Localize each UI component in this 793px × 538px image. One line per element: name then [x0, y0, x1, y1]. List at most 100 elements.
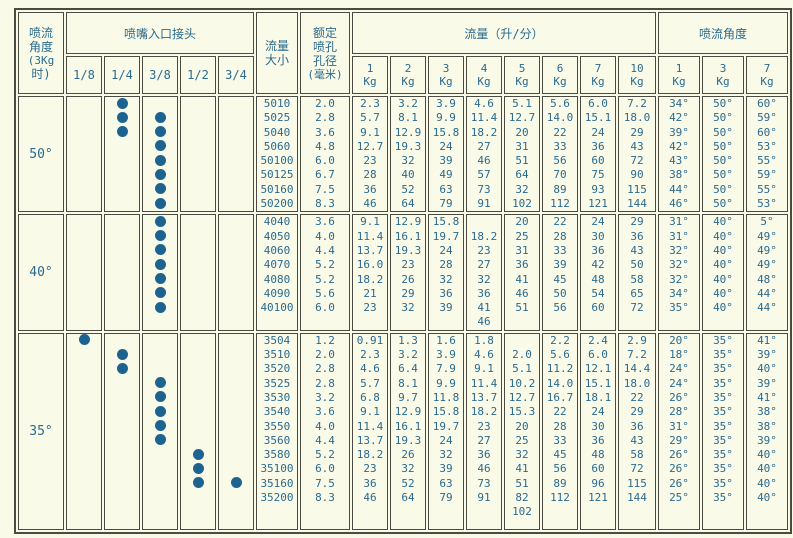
flow-column-10kg: 29 36 43 50 58 65 72: [618, 214, 656, 331]
dot-line: [219, 140, 253, 154]
inlet-dots-1/2: [180, 332, 216, 530]
inlet-dots-3/4: [218, 214, 254, 331]
orifice-value: 5.2: [315, 258, 335, 272]
orifice-column: 3.6 4.0 4.4 5.2 5.2 5.6 6.0: [300, 214, 350, 331]
spray-angle-value: 38°: [757, 405, 777, 419]
dot-line: [67, 244, 101, 258]
spray-angle-value: 35°: [713, 433, 733, 447]
flow-column-2kg: 3.2 8.1 12.9 19.3 32 40 52 64: [390, 96, 426, 213]
dot-line: [219, 405, 253, 419]
header-flow-size: 流量 大小: [256, 12, 298, 94]
spray-angle-value: 39°: [669, 125, 689, 139]
flow-value: 19.3: [394, 433, 422, 447]
spray-angle-value: 35°: [713, 362, 733, 376]
flow-value: 45: [553, 448, 567, 462]
flow-value: 9.1: [360, 215, 380, 229]
flow-value: 12.7: [508, 111, 536, 125]
group-angle-label: 40°: [18, 214, 64, 331]
flow-value: 12.9: [394, 125, 422, 139]
flow-value: 3.9: [436, 97, 456, 110]
orifice-value: 2.0: [315, 97, 335, 110]
header-text-line: 2: [404, 62, 412, 75]
flow-value: 25: [515, 229, 529, 243]
flow-value: 18.0: [623, 111, 651, 125]
dot-line: [67, 448, 101, 462]
flow-value: 12.7: [356, 139, 384, 153]
dot-line: [143, 477, 177, 491]
spray-angle-value: 44°: [757, 301, 777, 315]
spray-angle-value: 53°: [757, 197, 777, 211]
flow-value: 18.2: [470, 405, 498, 419]
angle-column-1kg: 34° 42° 39° 42° 43° 38° 44° 46°: [658, 96, 700, 213]
spray-angle-value: 42°: [669, 111, 689, 125]
dot-line: [219, 287, 253, 301]
dot-line: [219, 420, 253, 434]
spray-angle-value: 44°: [757, 286, 777, 300]
flow-value: 32: [515, 448, 529, 462]
flow-value: 75: [591, 168, 605, 182]
dot-line: [219, 391, 253, 405]
connector-dot-icon: [154, 405, 166, 417]
orifice-value: 4.8: [315, 139, 335, 153]
flow-value: 18.2: [356, 448, 384, 462]
flow-value: 49: [439, 168, 453, 182]
flow-value: 41: [515, 462, 529, 476]
model-value: 3504: [263, 333, 291, 347]
dot-line: [105, 215, 139, 229]
orifice-value: 4.0: [315, 229, 335, 243]
dot-line: [67, 111, 101, 125]
connector-dot-icon: [154, 287, 166, 299]
flow-column-5kg: 20 25 31 36 41 46 51: [504, 214, 540, 331]
flow-value: 51: [515, 301, 529, 315]
flow-value: 15.8: [432, 215, 460, 229]
spray-angle-value: 38°: [669, 168, 689, 182]
header-text-line: Kg: [363, 75, 377, 88]
group-row-40°: 40° 4040 4050 4060 4070 4080 4090 40100 3.6 4.0 4…: [18, 214, 788, 331]
spray-angle-value: 40°: [713, 243, 733, 257]
header-text-line: 7: [763, 62, 771, 75]
dot-line: [67, 391, 101, 405]
orifice-value: 2.8: [315, 111, 335, 125]
model-value: 50160: [260, 182, 294, 196]
connector-dot-icon: [154, 215, 166, 227]
inlet-dots-1/2: [180, 214, 216, 331]
dot-line: [143, 287, 177, 301]
spray-angle-value: 5°: [760, 215, 774, 229]
flow-value: 15.1: [584, 111, 612, 125]
flow-value: 1.8: [474, 333, 494, 347]
header-spray-angle-3kg: 喷流 角度 (3Kg 时): [18, 12, 64, 94]
flow-value: 5.7: [360, 111, 380, 125]
dot-line: [105, 334, 139, 348]
header-text-line: Kg: [477, 75, 491, 88]
flow-value: 28: [363, 168, 377, 182]
dot-line: [67, 287, 101, 301]
flow-value: 1.6: [436, 333, 456, 347]
flow-value: 6.0: [588, 348, 608, 362]
spray-angle-value: 40°: [713, 272, 733, 286]
flow-value: 56: [553, 301, 567, 315]
dot-line: [67, 215, 101, 229]
dot-line: [143, 258, 177, 272]
header-text-line: Kg: [672, 75, 686, 88]
flow-value: 26: [401, 272, 415, 286]
header-text-line: (3Kg: [27, 53, 55, 67]
flow-value: 36: [630, 229, 644, 243]
flow-value: 57: [477, 168, 491, 182]
spray-angle-value: 24°: [669, 376, 689, 390]
dot-line: [181, 154, 215, 168]
dot-line: [143, 126, 177, 140]
angle-column-1kg: 31° 31° 32° 32° 32° 34° 35°: [658, 214, 700, 331]
orifice-column: 2.0 2.8 3.6 4.8 6.0 6.7 7.5 8.3: [300, 96, 350, 213]
flow-value: 5.6: [550, 348, 570, 362]
flow-value: 91: [477, 197, 491, 211]
dot-line: [219, 377, 253, 391]
header-text-line: 3: [442, 62, 450, 75]
flow-value: 7.2: [627, 97, 647, 110]
inlet-dots-3/8: [142, 214, 178, 331]
flow-value: 36: [591, 433, 605, 447]
dot-line: [105, 97, 139, 111]
flow-value: 102: [512, 505, 532, 519]
dot-line: [219, 462, 253, 476]
model-column: 4040 4050 4060 4070 4080 4090 40100: [256, 214, 298, 331]
header-angle-kg-3: 3 Kg: [702, 56, 744, 94]
